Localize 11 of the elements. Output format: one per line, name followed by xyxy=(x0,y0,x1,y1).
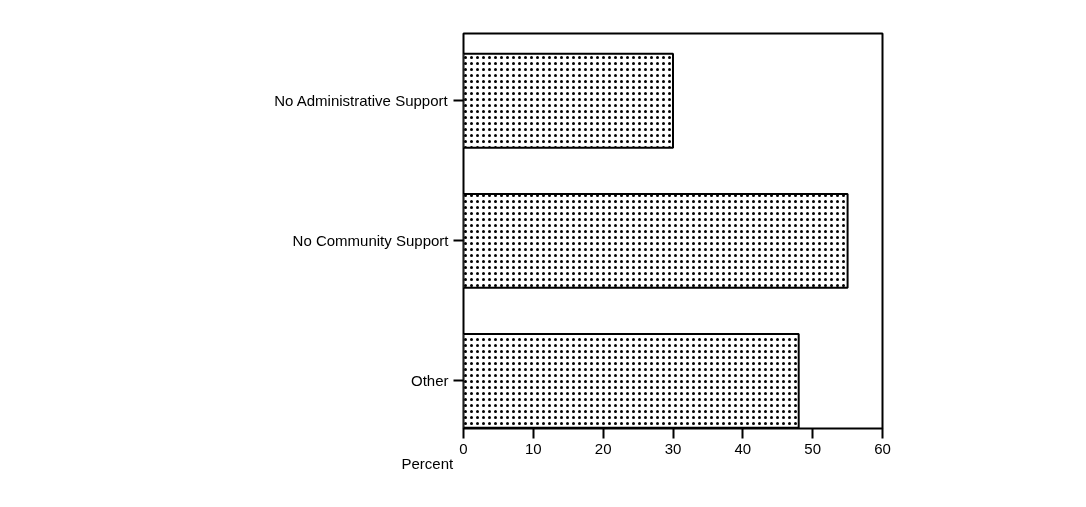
y-tick-label: Other xyxy=(410,372,449,390)
y-tick-label: No Administrative Support xyxy=(274,92,449,110)
x-tick-label: 40 xyxy=(734,439,752,457)
x-tick-label: 10 xyxy=(524,439,542,457)
x-tick-label: 0 xyxy=(459,439,468,457)
y-tick-label: No Community Support xyxy=(292,232,450,250)
x-tick-label: 50 xyxy=(804,439,822,457)
x-axis-title: Percent xyxy=(401,454,455,472)
x-tick-label: 30 xyxy=(664,439,682,457)
x-tick-label: 20 xyxy=(594,439,612,457)
x-tick-label: 60 xyxy=(874,439,891,457)
